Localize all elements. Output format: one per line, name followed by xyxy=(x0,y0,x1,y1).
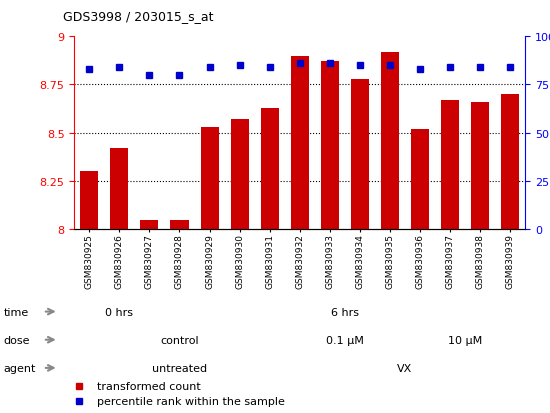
Text: 6 hrs: 6 hrs xyxy=(331,307,359,317)
Text: transformed count: transformed count xyxy=(97,381,201,391)
Bar xyxy=(261,108,279,230)
Bar xyxy=(230,120,249,230)
Bar xyxy=(321,62,339,230)
Bar xyxy=(140,220,158,230)
Bar xyxy=(170,220,189,230)
Bar xyxy=(471,102,489,230)
Bar xyxy=(201,128,218,230)
Bar xyxy=(501,95,519,230)
Bar xyxy=(441,101,459,230)
Bar xyxy=(111,149,128,230)
Text: GDS3998 / 203015_s_at: GDS3998 / 203015_s_at xyxy=(63,10,214,23)
Text: 10 μM: 10 μM xyxy=(448,335,482,345)
Bar xyxy=(411,130,429,230)
Bar xyxy=(80,172,98,230)
Text: 0 hrs: 0 hrs xyxy=(106,307,133,317)
Bar xyxy=(291,57,309,230)
Bar xyxy=(381,52,399,230)
Text: VX: VX xyxy=(397,363,412,373)
Text: agent: agent xyxy=(4,363,36,373)
Text: time: time xyxy=(4,307,29,317)
Text: dose: dose xyxy=(4,335,30,345)
Text: percentile rank within the sample: percentile rank within the sample xyxy=(97,396,285,406)
Bar xyxy=(351,80,369,230)
Text: untreated: untreated xyxy=(152,363,207,373)
Text: 0.1 μM: 0.1 μM xyxy=(326,335,364,345)
Text: control: control xyxy=(160,335,199,345)
